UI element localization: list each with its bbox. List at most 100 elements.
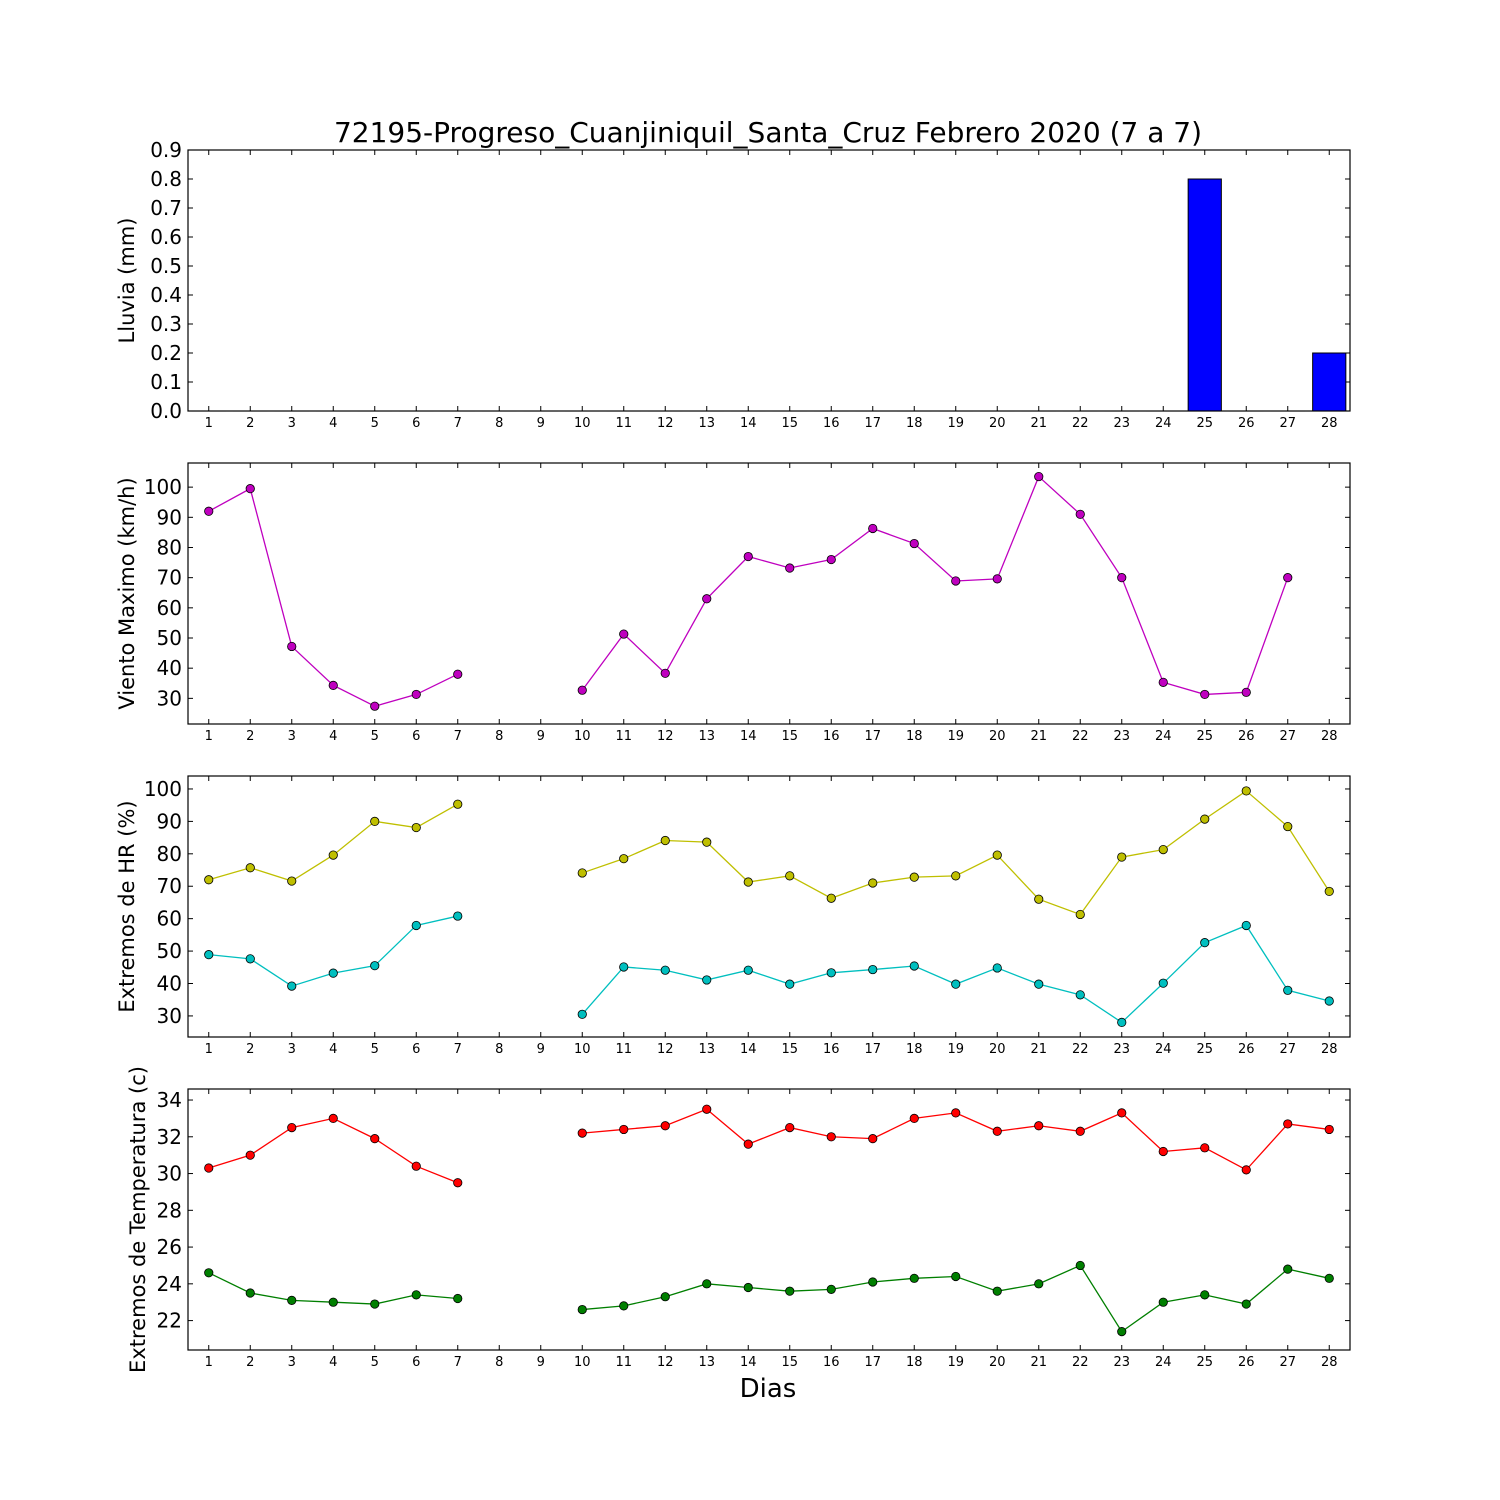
x-tick-label: 5 (371, 729, 379, 744)
x-tick-label: 15 (781, 1042, 798, 1057)
x-tick-label: 13 (698, 1355, 715, 1370)
x-tick-label: 24 (1155, 729, 1172, 744)
x-tick-label: 28 (1321, 1355, 1338, 1370)
point-humidity-0-day-1 (204, 875, 214, 885)
point-temperature-1-day-14 (743, 1282, 753, 1293)
series-line-temperature-0 (208, 1117, 458, 1184)
point-wind-0-day-25 (1200, 689, 1210, 700)
x-tick-label: 4 (329, 729, 337, 744)
y-tick-label: 50 (157, 626, 182, 650)
x-tick-label: 15 (781, 1355, 798, 1370)
x-tick-label: 21 (1030, 416, 1047, 431)
point-wind-0-day-4 (328, 680, 338, 690)
x-tick-label: 14 (740, 729, 757, 744)
y-tick-label: 60 (157, 596, 182, 620)
x-tick-label: 1 (205, 729, 213, 744)
point-humidity-0-day-21 (1034, 894, 1044, 904)
y-tick-label: 40 (157, 972, 182, 996)
x-tick-label: 8 (495, 416, 503, 431)
point-temperature-1-day-2 (245, 1288, 255, 1298)
x-tick-label: 27 (1279, 1042, 1296, 1057)
point-humidity-1-day-12 (660, 965, 670, 975)
point-temperature-1-day-17 (868, 1277, 878, 1287)
x-tick-label: 28 (1321, 416, 1338, 431)
point-temperature-0-day-27 (1283, 1119, 1293, 1129)
x-tick-label: 10 (574, 1042, 591, 1057)
point-temperature-0-day-21 (1034, 1121, 1044, 1131)
y-tick-label: 0.2 (150, 341, 182, 365)
x-tick-label: 3 (288, 1355, 296, 1370)
chart-title: 72195-Progreso_Cuanjiniquil_Santa_Cruz F… (334, 116, 1202, 149)
point-temperature-0-day-1 (204, 1163, 214, 1173)
x-tick-label: 8 (495, 729, 503, 744)
point-temperature-1-day-24 (1158, 1297, 1168, 1307)
point-humidity-1-day-13 (702, 975, 712, 985)
y-axis-label-temperature: Extremos de Temperatura (c) (126, 1066, 150, 1373)
point-wind-0-day-23 (1117, 573, 1127, 583)
x-tick-label: 26 (1238, 729, 1255, 744)
x-tick-label: 8 (495, 1355, 503, 1370)
x-tick-label: 16 (823, 1042, 840, 1057)
point-humidity-1-day-7 (453, 911, 463, 921)
x-tick-label: 1 (205, 1355, 213, 1370)
x-tick-label: 14 (740, 1355, 757, 1370)
y-axis-label-humidity: Extremos de HR (%) (115, 800, 139, 1012)
x-tick-label: 3 (288, 416, 296, 431)
point-temperature-1-day-25 (1200, 1290, 1210, 1300)
point-humidity-1-day-18 (909, 961, 919, 971)
point-humidity-1-day-27 (1283, 985, 1293, 995)
point-humidity-0-day-24 (1158, 844, 1168, 855)
x-tick-label: 2 (246, 729, 254, 744)
y-tick-label: 30 (157, 1162, 182, 1186)
point-wind-0-day-13 (702, 594, 712, 604)
y-tick-label: 22 (157, 1309, 182, 1333)
point-temperature-0-day-4 (328, 1113, 338, 1124)
y-axis-label-rain: Lluvia (mm) (115, 218, 139, 344)
x-tick-label: 14 (740, 416, 757, 431)
point-temperature-1-day-10 (577, 1304, 587, 1315)
point-wind-0-day-27 (1283, 573, 1293, 583)
y-tick-label: 60 (157, 907, 182, 931)
point-temperature-0-day-13 (702, 1104, 712, 1114)
x-tick-label: 20 (989, 1042, 1006, 1057)
x-tick-label: 3 (288, 729, 296, 744)
series-line-wind-0 (581, 475, 1289, 696)
point-temperature-1-day-7 (453, 1293, 463, 1304)
point-humidity-1-day-5 (370, 961, 380, 971)
point-humidity-0-day-20 (992, 850, 1002, 860)
x-tick-label: 19 (947, 1355, 964, 1370)
x-tick-label: 2 (246, 416, 254, 431)
point-temperature-0-day-23 (1117, 1108, 1127, 1118)
point-humidity-0-day-3 (287, 876, 297, 886)
point-humidity-0-day-13 (702, 837, 712, 847)
point-wind-0-day-24 (1158, 677, 1168, 687)
x-tick-label: 8 (495, 1042, 503, 1057)
x-tick-label: 13 (698, 416, 715, 431)
x-tick-label: 21 (1030, 1355, 1047, 1370)
point-wind-0-day-16 (826, 554, 836, 565)
x-tick-label: 10 (574, 1355, 591, 1370)
point-humidity-0-day-22 (1075, 909, 1085, 920)
y-tick-label: 26 (157, 1235, 182, 1259)
x-tick-label: 4 (329, 416, 337, 431)
x-tick-label: 20 (989, 1355, 1006, 1370)
point-wind-0-day-12 (660, 668, 670, 678)
point-humidity-0-day-19 (951, 871, 961, 881)
point-humidity-0-day-7 (453, 799, 463, 809)
point-temperature-0-day-3 (287, 1122, 297, 1133)
point-temperature-1-day-18 (909, 1273, 919, 1283)
point-wind-0-day-11 (619, 629, 629, 639)
x-tick-label: 18 (906, 729, 923, 744)
y-tick-label: 80 (157, 535, 182, 559)
point-temperature-0-day-24 (1158, 1146, 1168, 1157)
point-temperature-1-day-1 (204, 1268, 214, 1278)
y-tick-label: 0.8 (150, 167, 182, 191)
panels: 0.00.10.20.30.40.50.60.70.80.91 2 3 4 5 6 7 8 9 1… (115, 138, 1351, 1373)
x-tick-label: 25 (1196, 1355, 1213, 1370)
series-line-humidity-0 (582, 790, 1330, 916)
bar-day-25 (1187, 178, 1222, 412)
point-temperature-1-day-13 (702, 1279, 712, 1289)
point-temperature-0-day-18 (909, 1113, 919, 1124)
point-temperature-0-day-11 (619, 1124, 629, 1135)
y-tick-label: 0.6 (150, 225, 182, 249)
